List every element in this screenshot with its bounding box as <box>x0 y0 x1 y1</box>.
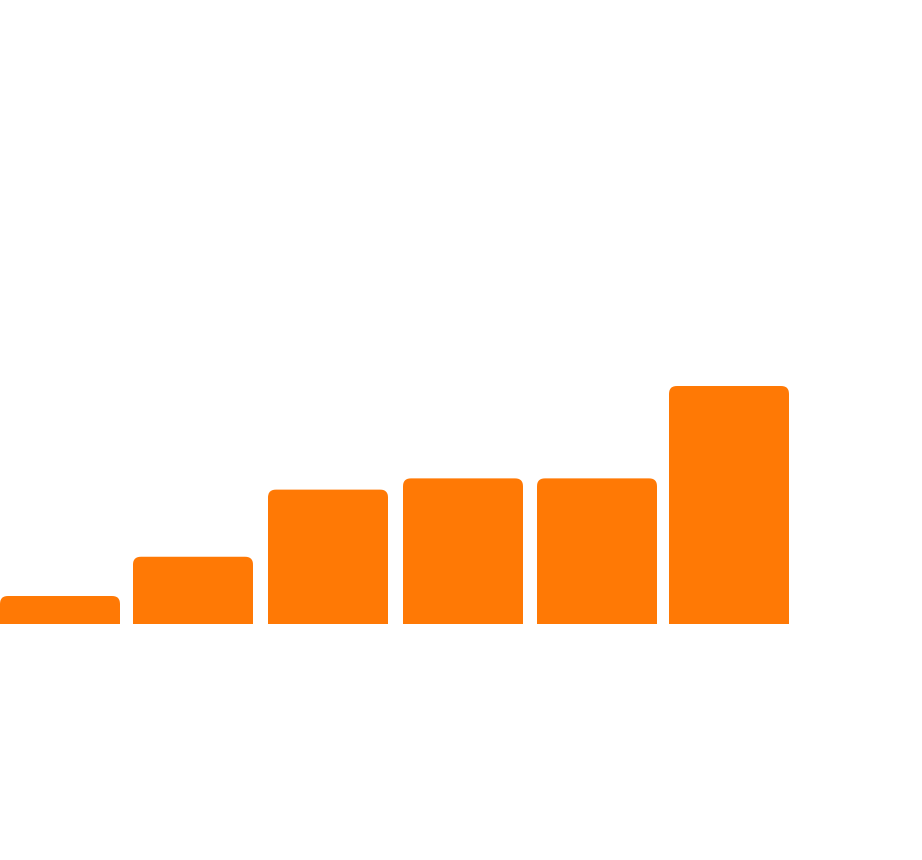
bars-group <box>0 386 789 624</box>
bar-5 <box>537 478 657 624</box>
bar-1 <box>0 596 120 624</box>
bar-3 <box>268 489 388 624</box>
bar-2 <box>133 556 253 624</box>
bar-6 <box>669 386 789 624</box>
bar-4 <box>403 478 523 624</box>
